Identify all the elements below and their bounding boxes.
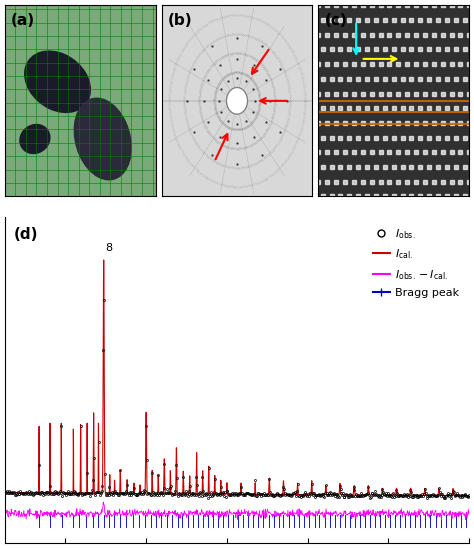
Circle shape xyxy=(227,88,247,114)
Text: (b): (b) xyxy=(168,13,192,28)
Text: (d): (d) xyxy=(14,227,38,242)
Legend: $I_{\mathrm{obs.}}$, $I_{\mathrm{cal.}}$, $I_{\mathrm{obs.}} - I_{\mathrm{cal.}}: $I_{\mathrm{obs.}}$, $I_{\mathrm{cal.}}$… xyxy=(368,222,464,302)
Ellipse shape xyxy=(74,98,131,180)
Ellipse shape xyxy=(25,51,91,112)
Ellipse shape xyxy=(20,124,50,153)
Text: (c): (c) xyxy=(325,13,347,28)
Text: 8: 8 xyxy=(106,243,113,253)
Text: (a): (a) xyxy=(11,13,35,28)
